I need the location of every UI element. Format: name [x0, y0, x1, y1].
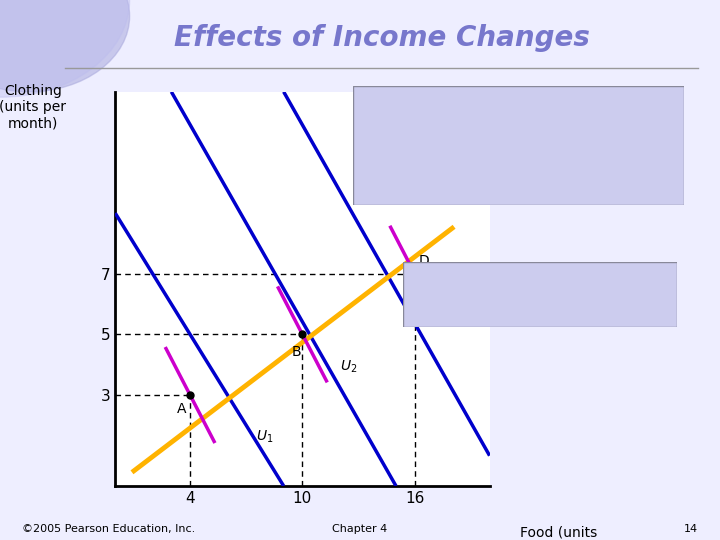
Text: $U_3$: $U_3$	[443, 298, 460, 314]
Text: Clothing
(units per
month): Clothing (units per month)	[0, 84, 66, 130]
FancyBboxPatch shape	[403, 262, 677, 327]
Text: 14: 14	[684, 524, 698, 534]
Text: B: B	[291, 345, 301, 359]
Text: A: A	[177, 402, 186, 416]
FancyBboxPatch shape	[353, 86, 684, 205]
Text: Food (units
per month): Food (units per month)	[520, 525, 598, 540]
Text: Income Consumption
Curve: Income Consumption Curve	[420, 269, 577, 298]
Text: Effects of Income Changes: Effects of Income Changes	[174, 24, 590, 52]
Text: $U_1$: $U_1$	[256, 429, 273, 445]
Text: Chapter 4: Chapter 4	[333, 524, 387, 534]
Text: D: D	[418, 254, 429, 268]
Text: $U_2$: $U_2$	[340, 359, 357, 375]
Text: The Income Consumption
Curve traces out the utility
maximizing market basket
for: The Income Consumption Curve traces out …	[369, 92, 549, 150]
Text: ©2005 Pearson Education, Inc.: ©2005 Pearson Education, Inc.	[22, 524, 195, 534]
